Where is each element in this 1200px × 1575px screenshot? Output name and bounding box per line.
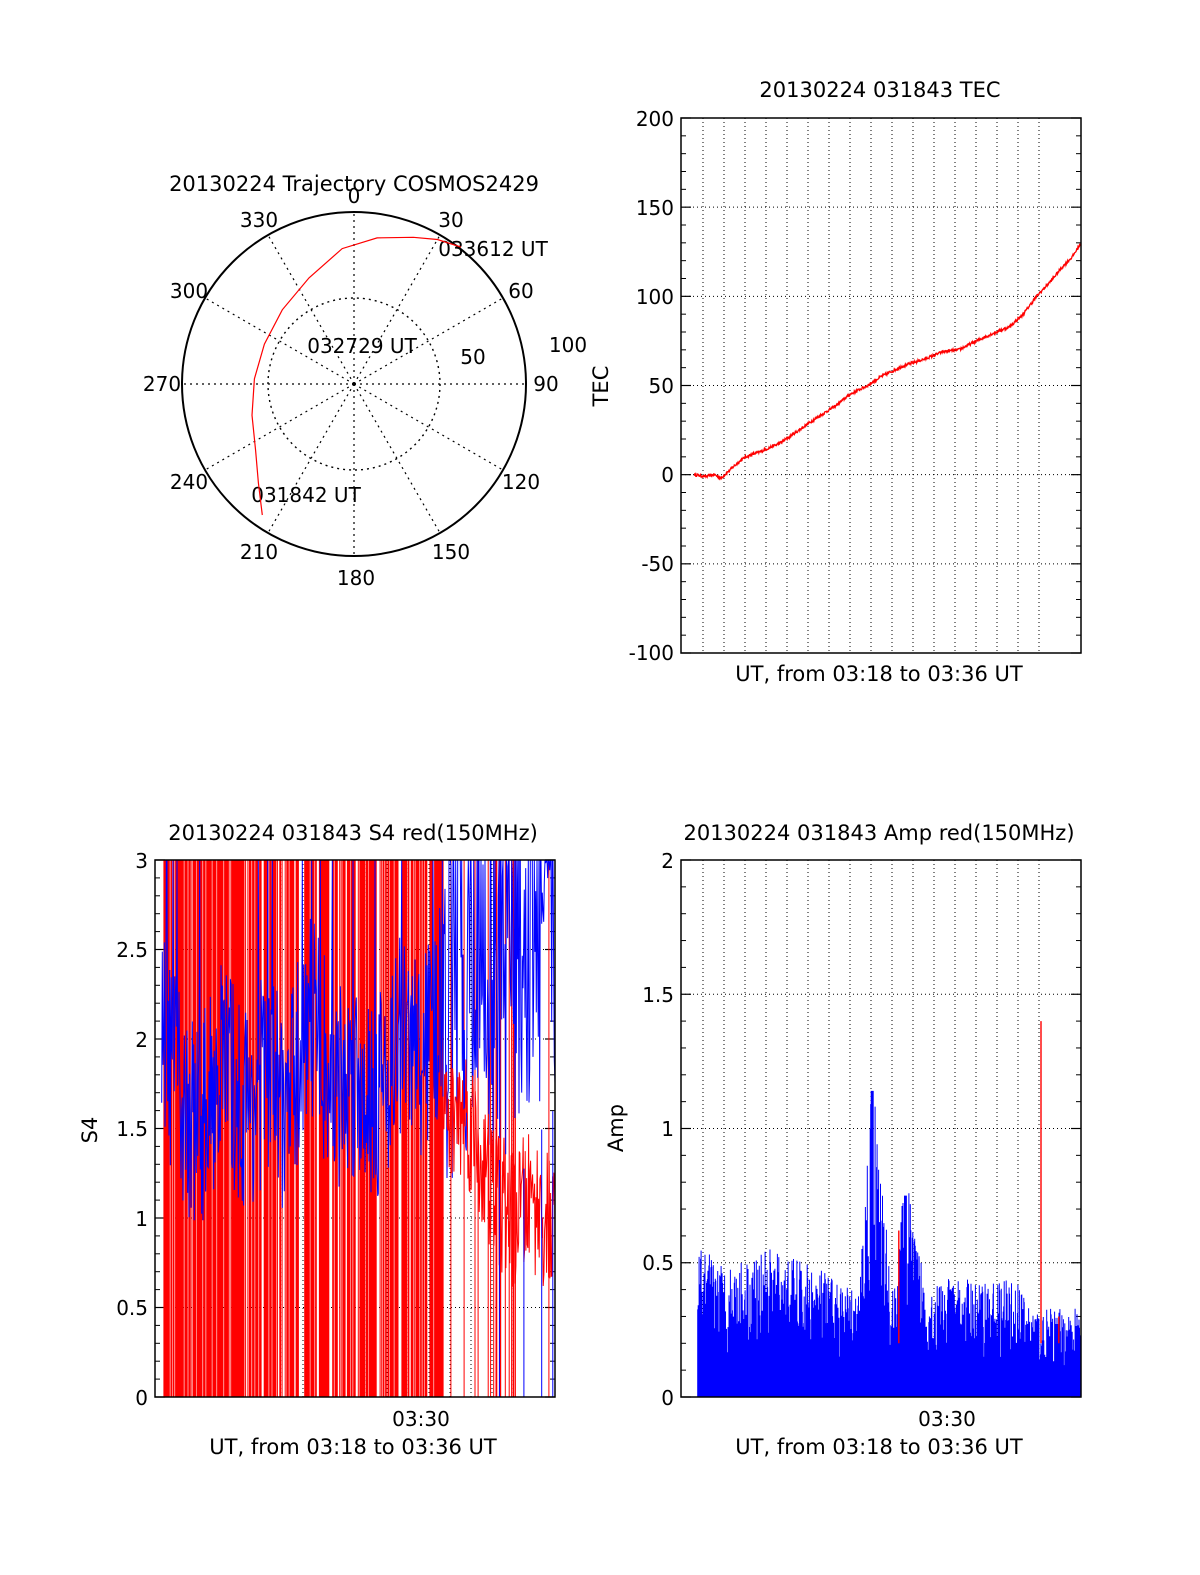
polar-spoke-gridline bbox=[267, 383, 355, 534]
s4-plot-frame bbox=[154, 859, 556, 1398]
s4-title: 20130224 031843 S4 red(150MHz) bbox=[168, 821, 538, 845]
amp-series-group bbox=[697, 1021, 1081, 1397]
polar-radial-label: 100 bbox=[549, 333, 587, 357]
polar-radial-label: 50 bbox=[460, 345, 485, 369]
s4-x-axis-label: UT, from 03:18 to 03:36 UT bbox=[209, 1435, 497, 1459]
amp-y-tick-label: 0 bbox=[661, 1386, 674, 1410]
tec-y-tick-label: -100 bbox=[629, 641, 674, 665]
amp-y-tick-label: 1 bbox=[661, 1117, 674, 1141]
s4-x-tick-label: 03:30 bbox=[392, 1407, 450, 1431]
amp-x-axis-label: UT, from 03:18 to 03:36 UT bbox=[735, 1435, 1023, 1459]
polar-angle-label: 60 bbox=[508, 279, 533, 303]
s4-y-tick-label: 0.5 bbox=[116, 1296, 148, 1320]
s4-blue-drops bbox=[498, 1111, 554, 1397]
amp-y-tick-label: 2 bbox=[661, 849, 674, 873]
amp-red-spikes bbox=[898, 1021, 1060, 1344]
tec-y-tick-label: 200 bbox=[636, 107, 674, 131]
polar-spoke-gridline bbox=[267, 234, 355, 385]
polar-angle-label: 330 bbox=[240, 208, 278, 232]
amp-plot-frame bbox=[680, 859, 1082, 1398]
s4-series-group bbox=[161, 860, 555, 1397]
polar-angle-label: 270 bbox=[143, 372, 181, 396]
tec-plot-frame bbox=[680, 117, 1082, 654]
tec-y-tick-label: 50 bbox=[649, 374, 674, 398]
polar-angle-label: 0 bbox=[348, 184, 361, 208]
s4-y-tick-label: 3 bbox=[135, 849, 148, 873]
tec-title: 20130224 031843 TEC bbox=[759, 78, 1000, 102]
polar-outer-ring bbox=[181, 211, 527, 557]
s4-y-tick-label: 1 bbox=[135, 1207, 148, 1231]
amp-x-tick-label: 03:30 bbox=[918, 1407, 976, 1431]
s4-blue-line bbox=[161, 860, 555, 1221]
polar-angle-label: 210 bbox=[240, 540, 278, 564]
polar-spoke-gridline bbox=[353, 297, 504, 385]
trajectory-start-time-label: 031842 UT bbox=[251, 483, 361, 507]
polar-spoke-gridline bbox=[353, 383, 504, 471]
trajectory-title: 20130224 Trajectory COSMOS2429 bbox=[169, 172, 539, 196]
polar-angle-label: 150 bbox=[432, 540, 470, 564]
polar-angle-label: 180 bbox=[337, 566, 375, 590]
tec-y-tick-label: 100 bbox=[636, 285, 674, 309]
amp-blue-bars bbox=[697, 1090, 1081, 1397]
tec-x-axis-label: UT, from 03:18 to 03:36 UT bbox=[735, 662, 1023, 686]
trajectory-line bbox=[251, 236, 462, 516]
s4-red-line bbox=[443, 1049, 555, 1287]
polar-spoke-gridline bbox=[204, 297, 355, 385]
amp-y-axis-label: Amp bbox=[604, 1104, 628, 1152]
polar-angle-label: 30 bbox=[438, 208, 463, 232]
polar-angle-label: 240 bbox=[170, 470, 208, 494]
s4-y-tick-label: 0 bbox=[135, 1386, 148, 1410]
polar-spoke-gridline bbox=[204, 383, 355, 471]
tec-y-tick-label: -50 bbox=[641, 552, 674, 576]
polar-angle-label: 300 bbox=[170, 279, 208, 303]
trajectory-peak-time-label: 032729 UT bbox=[307, 334, 417, 358]
s4-y-axis-label: S4 bbox=[78, 1117, 102, 1144]
tec-series-group bbox=[693, 241, 1081, 481]
amp-y-tick-label: 1.5 bbox=[642, 983, 674, 1007]
tec-y-tick-label: 150 bbox=[636, 196, 674, 220]
amp-title: 20130224 031843 Amp red(150MHz) bbox=[683, 821, 1074, 845]
polar-spoke-gridline bbox=[353, 383, 441, 534]
s4-y-tick-label: 2.5 bbox=[116, 938, 148, 962]
trajectory-end-time-label: 033612 UT bbox=[438, 237, 548, 261]
polar-spoke-gridline bbox=[353, 234, 441, 385]
tec-y-tick-label: 0 bbox=[661, 463, 674, 487]
tec-y-axis-label: TEC bbox=[589, 366, 613, 408]
polar-angle-label: 90 bbox=[533, 372, 558, 396]
amp-y-tick-label: 0.5 bbox=[642, 1251, 674, 1275]
s4-y-tick-label: 2 bbox=[135, 1028, 148, 1052]
tec-line bbox=[693, 241, 1081, 481]
polar-angle-label: 120 bbox=[502, 470, 540, 494]
polar-ring-gridline bbox=[267, 297, 441, 471]
s4-y-tick-label: 1.5 bbox=[116, 1117, 148, 1141]
